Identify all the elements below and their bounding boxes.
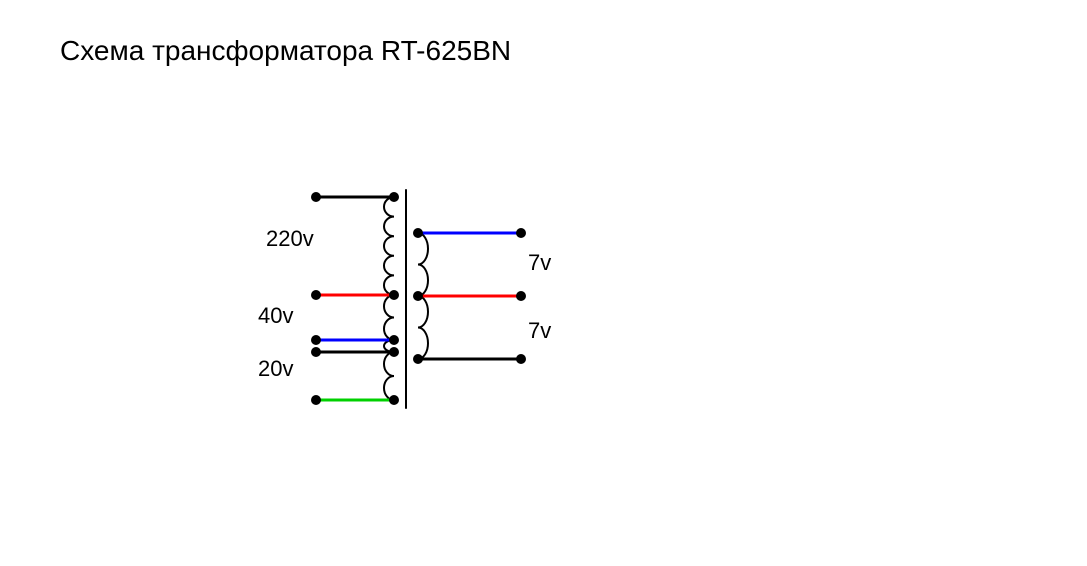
transformer-diagram xyxy=(0,0,1087,566)
